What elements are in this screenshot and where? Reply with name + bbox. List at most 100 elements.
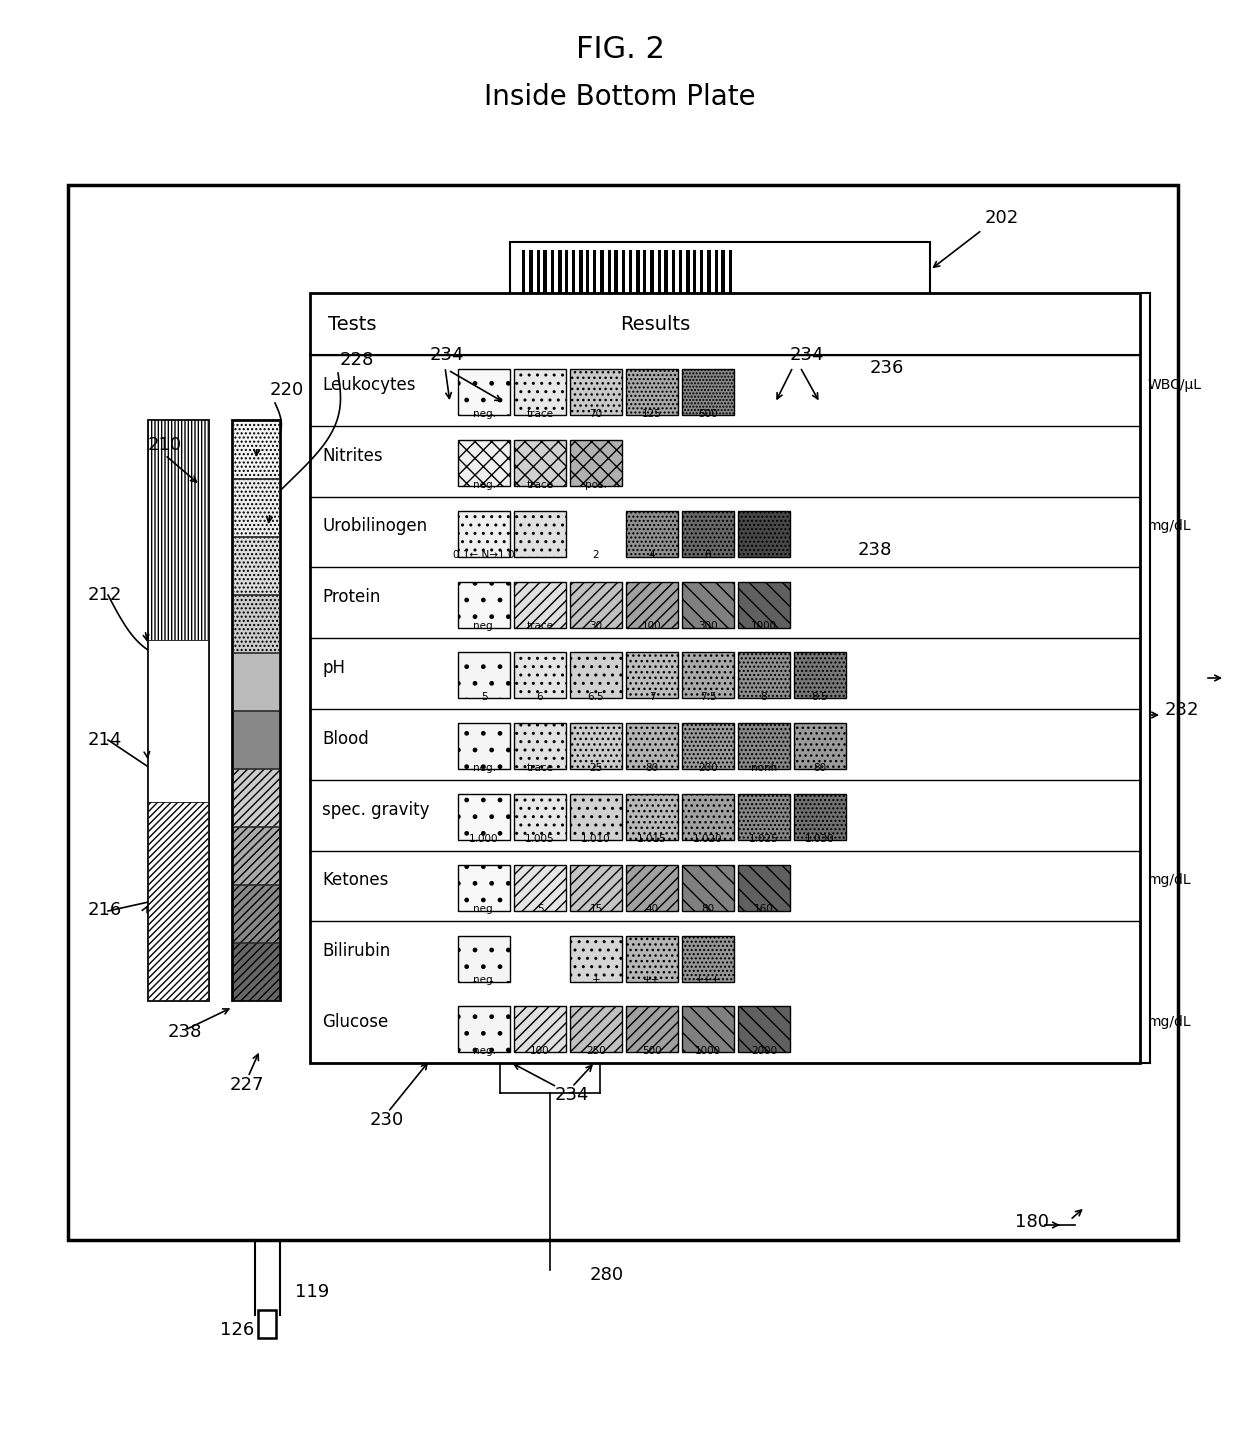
Bar bbox=[715, 250, 718, 302]
Bar bbox=[626, 510, 678, 556]
Bar bbox=[515, 368, 565, 415]
Bar bbox=[570, 581, 622, 627]
Text: Urobilinogen: Urobilinogen bbox=[322, 517, 427, 535]
Bar bbox=[658, 250, 661, 302]
Text: Glucose: Glucose bbox=[322, 1013, 388, 1030]
Bar bbox=[608, 250, 611, 302]
Text: 202: 202 bbox=[985, 210, 1019, 227]
Bar bbox=[233, 538, 279, 594]
Text: 236: 236 bbox=[870, 358, 904, 377]
Bar bbox=[614, 250, 618, 302]
Bar bbox=[570, 652, 622, 698]
Bar bbox=[626, 864, 678, 910]
Text: Inside Bottom Plate: Inside Bottom Plate bbox=[484, 82, 756, 111]
Text: 6: 6 bbox=[537, 692, 543, 702]
Text: Ketones: Ketones bbox=[322, 871, 388, 889]
Bar bbox=[148, 420, 208, 1000]
Bar bbox=[650, 250, 653, 302]
Bar bbox=[707, 250, 711, 302]
Bar bbox=[672, 250, 675, 302]
Bar bbox=[551, 250, 554, 302]
Text: Leukocytes: Leukocytes bbox=[322, 376, 415, 393]
Text: 119: 119 bbox=[295, 1283, 330, 1300]
Bar bbox=[458, 793, 510, 840]
Bar bbox=[738, 793, 790, 840]
Bar bbox=[233, 595, 279, 652]
Bar bbox=[682, 368, 734, 415]
Text: 100: 100 bbox=[642, 621, 662, 631]
Text: neg.: neg. bbox=[472, 763, 496, 773]
Bar bbox=[515, 864, 565, 910]
Bar bbox=[794, 722, 846, 769]
Bar bbox=[68, 185, 1178, 1240]
Bar bbox=[570, 368, 622, 415]
Text: 1.005: 1.005 bbox=[526, 834, 554, 844]
Text: 220: 220 bbox=[270, 381, 304, 399]
Bar bbox=[682, 510, 734, 556]
Text: 180: 180 bbox=[1016, 1212, 1049, 1231]
Text: 1.015: 1.015 bbox=[637, 834, 667, 844]
Bar bbox=[458, 935, 510, 981]
Text: pos.: pos. bbox=[585, 480, 606, 490]
Text: 7.5: 7.5 bbox=[699, 692, 717, 702]
Bar bbox=[729, 250, 732, 302]
Text: Protein: Protein bbox=[322, 588, 381, 605]
Bar bbox=[738, 581, 790, 627]
Text: 214: 214 bbox=[88, 731, 123, 749]
Bar bbox=[636, 250, 640, 302]
Bar bbox=[738, 864, 790, 910]
Text: 80: 80 bbox=[646, 763, 658, 773]
Text: 126: 126 bbox=[219, 1321, 254, 1340]
Bar bbox=[680, 250, 682, 302]
Text: pH: pH bbox=[322, 659, 345, 676]
Text: 100: 100 bbox=[531, 1046, 549, 1056]
Bar bbox=[794, 793, 846, 840]
Bar bbox=[148, 420, 208, 640]
Text: mg/dL: mg/dL bbox=[1148, 519, 1192, 533]
Bar bbox=[570, 935, 622, 981]
Bar bbox=[686, 250, 689, 302]
Text: neg.: neg. bbox=[472, 1046, 496, 1056]
Bar bbox=[738, 510, 790, 556]
Bar bbox=[738, 652, 790, 698]
Text: 160: 160 bbox=[754, 905, 774, 915]
Bar bbox=[682, 581, 734, 627]
Text: 1.000: 1.000 bbox=[469, 834, 498, 844]
Bar bbox=[458, 1006, 510, 1052]
Text: 1000: 1000 bbox=[694, 1046, 722, 1056]
Bar bbox=[626, 368, 678, 415]
Bar bbox=[543, 250, 547, 302]
Bar bbox=[458, 864, 510, 910]
Bar bbox=[233, 478, 279, 536]
Bar bbox=[570, 722, 622, 769]
Bar bbox=[510, 241, 930, 311]
Text: 234: 234 bbox=[790, 345, 825, 364]
Text: neg.: neg. bbox=[472, 480, 496, 490]
Bar bbox=[663, 250, 668, 302]
Bar bbox=[629, 250, 632, 302]
Bar bbox=[233, 653, 279, 709]
Bar bbox=[572, 250, 575, 302]
Bar bbox=[600, 250, 604, 302]
Bar bbox=[458, 510, 510, 556]
Bar bbox=[522, 250, 525, 302]
Bar bbox=[515, 510, 565, 556]
Text: 216: 216 bbox=[88, 902, 123, 919]
Text: 238: 238 bbox=[167, 1023, 202, 1040]
Bar bbox=[587, 250, 589, 302]
Text: 4: 4 bbox=[649, 551, 655, 561]
Bar bbox=[579, 250, 583, 302]
Bar bbox=[626, 652, 678, 698]
Bar bbox=[515, 1006, 565, 1052]
Text: 238: 238 bbox=[858, 540, 893, 559]
Text: 234: 234 bbox=[556, 1087, 589, 1104]
Bar bbox=[738, 1006, 790, 1052]
Bar bbox=[529, 250, 533, 302]
Text: 5: 5 bbox=[481, 692, 487, 702]
Text: 70: 70 bbox=[589, 409, 603, 419]
Bar bbox=[515, 581, 565, 627]
Text: Results: Results bbox=[620, 315, 691, 334]
Bar bbox=[565, 250, 568, 302]
Text: 7: 7 bbox=[649, 692, 655, 702]
Bar bbox=[682, 722, 734, 769]
